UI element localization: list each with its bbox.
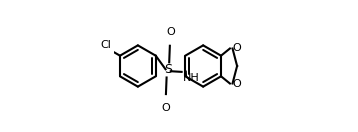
- Text: O: O: [232, 43, 241, 53]
- Text: S: S: [164, 63, 172, 76]
- Text: Cl: Cl: [100, 40, 111, 50]
- Text: O: O: [232, 79, 241, 89]
- Text: NH: NH: [183, 72, 200, 82]
- Text: O: O: [166, 27, 175, 37]
- Text: O: O: [161, 103, 170, 113]
